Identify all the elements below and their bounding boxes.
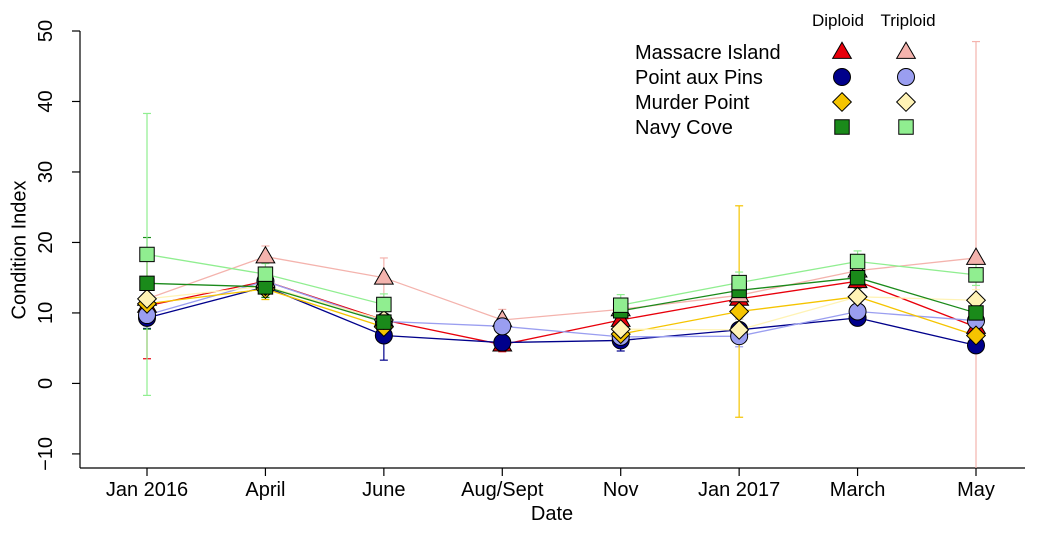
marker (257, 266, 274, 282)
marker (376, 296, 392, 313)
marker (968, 267, 984, 283)
x-tick-label: Jan 2017 (698, 479, 780, 501)
marker (493, 317, 512, 336)
y-tick-label: 10 (35, 302, 57, 324)
legend-column-header: Diploid (812, 11, 864, 30)
x-tick-label: May (957, 479, 995, 501)
marker (831, 91, 853, 113)
y-tick-label: −10 (35, 437, 57, 471)
marker (493, 333, 512, 352)
marker (895, 91, 917, 113)
y-axis-label: Condition Index (8, 181, 30, 320)
y-tick-label: 0 (35, 378, 57, 389)
marker (834, 119, 850, 135)
marker (729, 319, 750, 340)
x-tick-label: June (362, 479, 405, 501)
plot-area (136, 40, 987, 468)
marker (849, 253, 866, 270)
x-axis-label: Date (531, 503, 573, 525)
legend-label: Point aux Pins (635, 67, 763, 89)
x-tick-label: April (245, 479, 285, 501)
marker (833, 68, 851, 86)
x-tick-label: Jan 2016 (106, 479, 188, 501)
y-tick-label: 40 (35, 90, 57, 112)
marker (847, 286, 868, 307)
marker (373, 266, 395, 285)
marker (612, 297, 629, 313)
y-tick-label: 20 (35, 231, 57, 253)
series-line (146, 280, 977, 338)
legend-label: Navy Cove (635, 117, 733, 139)
x-tick-label: Aug/Sept (461, 479, 544, 501)
marker (136, 288, 158, 309)
y-tick-label: 50 (35, 20, 57, 42)
marker (898, 119, 914, 135)
marker (610, 319, 631, 340)
marker (139, 275, 155, 292)
marker (731, 274, 747, 291)
x-tick-label: Nov (603, 479, 639, 501)
marker (139, 246, 155, 263)
marker (965, 325, 987, 346)
marker (831, 41, 853, 59)
legend-label: Murder Point (635, 92, 750, 114)
series-line (146, 255, 977, 321)
marker (895, 41, 917, 59)
marker (255, 245, 276, 264)
marker (849, 269, 866, 286)
marker (376, 314, 392, 330)
x-tick-label: March (830, 479, 886, 501)
marker (897, 68, 915, 86)
marker (968, 305, 984, 321)
marker (965, 247, 987, 265)
y-tick-label: 30 (35, 161, 57, 183)
legend-label: Massacre Island (635, 42, 781, 64)
legend-column-header: Triploid (880, 11, 935, 30)
